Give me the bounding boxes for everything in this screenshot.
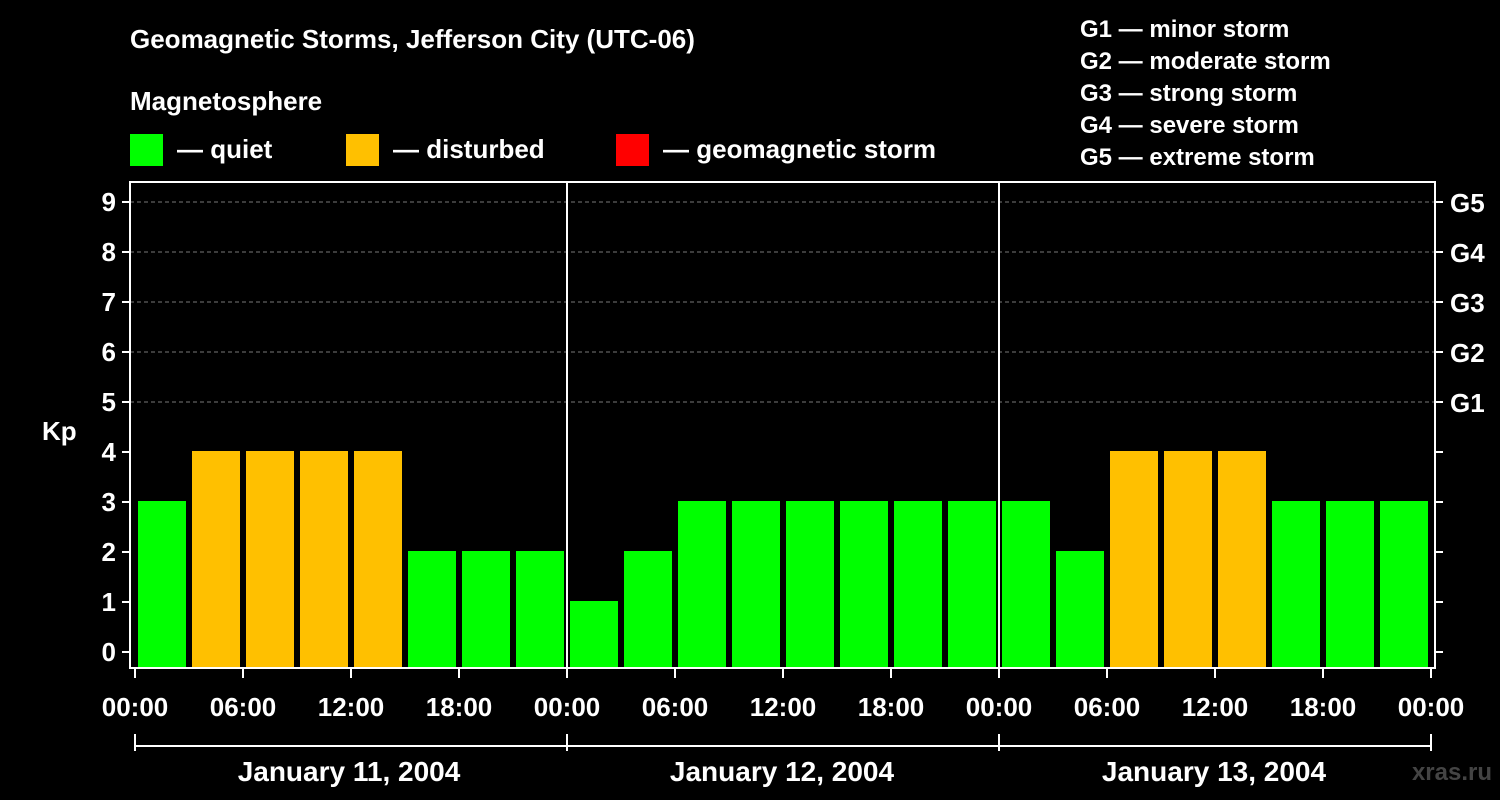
x-tick-label: 18:00 xyxy=(1290,692,1357,722)
storm-scale-key: G1 — minor storm G2 — moderate storm G3 … xyxy=(1080,16,1331,171)
x-tick-label: 18:00 xyxy=(858,692,925,722)
kp-bar xyxy=(1380,501,1428,668)
legend: — quiet — disturbed — geomagnetic storm xyxy=(130,134,936,166)
y-tick-label: 9 xyxy=(102,187,116,217)
x-tick-label: 06:00 xyxy=(1074,692,1141,722)
x-tick-label: 12:00 xyxy=(1182,692,1249,722)
day-label-2: January 12, 2004 xyxy=(670,756,895,787)
legend-swatch-disturbed xyxy=(346,134,379,166)
storm-scale-g1: G1 — minor storm xyxy=(1080,16,1289,43)
kp-bar xyxy=(462,551,510,668)
bar-series xyxy=(138,451,1428,668)
y-tick-label: 7 xyxy=(102,287,116,317)
x-tick-label: 00:00 xyxy=(966,692,1033,722)
kp-bar xyxy=(408,551,456,668)
kp-bar xyxy=(1272,501,1320,668)
legend-swatch-storm xyxy=(616,134,649,166)
y-tick-label: 6 xyxy=(102,337,116,367)
legend-swatch-quiet xyxy=(130,134,163,166)
kp-bar xyxy=(1218,451,1266,668)
y-tick-label: 4 xyxy=(102,437,117,467)
legend-label-disturbed: — disturbed xyxy=(393,134,545,164)
kp-bar xyxy=(138,501,186,668)
kp-bar xyxy=(1056,551,1104,668)
storm-scale-g3: G3 — strong storm xyxy=(1080,80,1297,107)
legend-title: Magnetosphere xyxy=(130,86,322,116)
y-tick-label: 0 xyxy=(102,637,116,667)
right-tick-label-g5: G5 xyxy=(1450,188,1485,218)
legend-label-quiet: — quiet xyxy=(177,134,273,164)
x-tick-label: 00:00 xyxy=(1398,692,1465,722)
kp-bar xyxy=(624,551,672,668)
x-tick-label: 00:00 xyxy=(534,692,601,722)
kp-bar xyxy=(570,601,618,668)
x-tick-label: 00:00 xyxy=(102,692,169,722)
plot-frame xyxy=(129,181,1436,669)
kp-bar xyxy=(354,451,402,668)
kp-bar xyxy=(732,501,780,668)
kp-bar xyxy=(192,451,240,668)
y-tick-label: 2 xyxy=(102,537,116,567)
chart-title: Geomagnetic Storms, Jefferson City (UTC-… xyxy=(130,24,695,54)
right-tick-label-g3: G3 xyxy=(1450,288,1485,318)
kp-bar xyxy=(516,551,564,668)
storm-scale-g4: G4 — severe storm xyxy=(1080,112,1299,139)
kp-bar xyxy=(1110,451,1158,668)
kp-bar xyxy=(300,451,348,668)
y-tick-label: 3 xyxy=(102,487,116,517)
y-tick-label: 8 xyxy=(102,237,116,267)
day-label-1: January 11, 2004 xyxy=(238,756,461,787)
x-tick-label: 12:00 xyxy=(318,692,385,722)
right-tick-label-g2: G2 xyxy=(1450,338,1485,368)
y-tick-label: 1 xyxy=(102,587,116,617)
grid-lines xyxy=(130,201,1435,403)
kp-bar xyxy=(678,501,726,668)
storm-scale-g5: G5 — extreme storm xyxy=(1080,144,1315,171)
kp-bar xyxy=(246,451,294,668)
x-tick-label: 06:00 xyxy=(642,692,709,722)
x-tick-label: 06:00 xyxy=(210,692,277,722)
y-tick-label: 5 xyxy=(102,387,116,417)
kp-bar xyxy=(894,501,942,668)
kp-bar xyxy=(948,501,996,668)
watermark: xras.ru xyxy=(1412,759,1492,786)
legend-label-storm: — geomagnetic storm xyxy=(663,134,936,164)
x-tick-label: 12:00 xyxy=(750,692,817,722)
kp-bar xyxy=(786,501,834,668)
kp-bar xyxy=(1002,501,1050,668)
right-tick-label-g1: G1 xyxy=(1450,388,1485,418)
right-tick-label-g4: G4 xyxy=(1450,238,1485,268)
kp-bar xyxy=(1326,501,1374,668)
storm-scale-g2: G2 — moderate storm xyxy=(1080,48,1331,75)
y-axis-label: Kp xyxy=(42,416,77,446)
x-tick-label: 18:00 xyxy=(426,692,493,722)
kp-bar xyxy=(1164,451,1212,668)
day-label-3: January 13, 2004 xyxy=(1102,756,1327,787)
axes: 0 1 2 3 4 5 6 7 8 9 G1 G2 G3 G4 G5 00:00 06:00 12:00 18:00… xyxy=(102,182,1485,751)
kp-bar xyxy=(840,501,888,668)
